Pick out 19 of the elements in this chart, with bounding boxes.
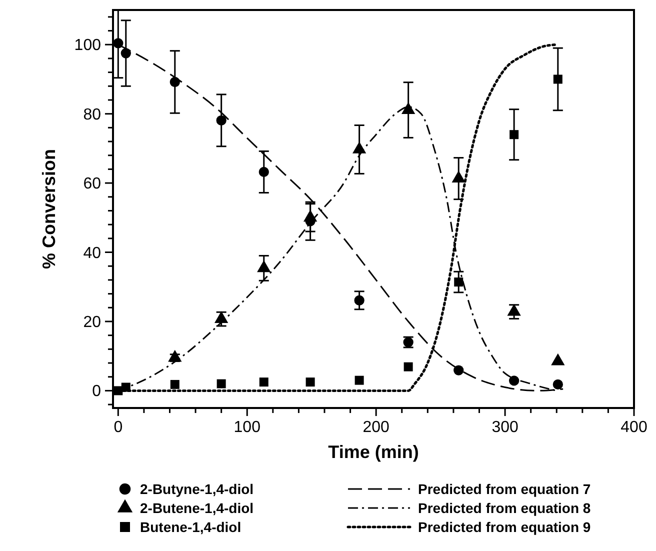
x-tick-label: 200 [362, 419, 390, 436]
y-tick-label: 80 [83, 106, 102, 124]
x-tick-label: 0 [114, 419, 123, 436]
y-tick-label: 100 [74, 37, 102, 54]
y-axis-title: % Conversion [39, 148, 59, 270]
legend-label: Predicted from equation 8 [418, 500, 591, 516]
y-tick-label: 60 [83, 176, 102, 193]
x-tick-label: 400 [620, 419, 648, 436]
y-tick-label: 20 [83, 314, 102, 331]
x-tick-label: 100 [234, 419, 261, 436]
y-tick-label: 0 [92, 383, 102, 400]
legend-label: Butene-1,4-diol [140, 519, 242, 535]
y-tick-label: 40 [83, 244, 102, 262]
legend-label: 2-Butene-1,4-diol [140, 500, 254, 516]
x-tick-label: 300 [492, 419, 518, 436]
legend-label: 2-Butyne-1,4-diol [140, 481, 254, 497]
x-axis-title: Time (min) [328, 442, 419, 462]
legend-label: Predicted from equation 7 [418, 481, 591, 497]
legend-label: Predicted from equation 9 [418, 519, 591, 535]
